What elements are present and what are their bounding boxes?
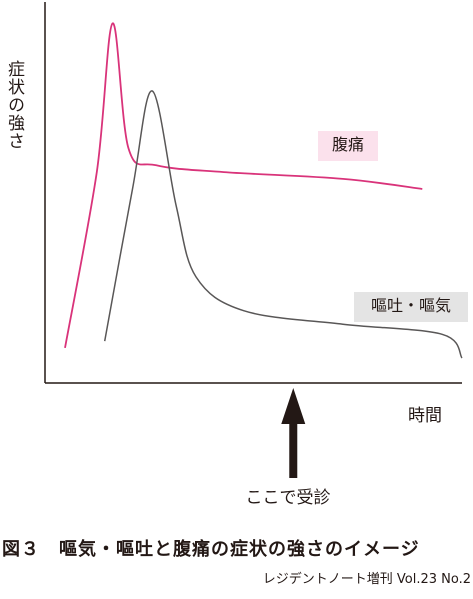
source-citation: レジデントノート増刊 Vol.23 No.2 xyxy=(262,572,471,587)
visit-arrow-head xyxy=(281,388,306,424)
series-label-nausea-vomiting: 嘔吐・嘔気 xyxy=(354,292,468,322)
visit-arrow-shaft xyxy=(289,420,298,478)
visit-arrow xyxy=(281,388,306,478)
series-line-abdominal-pain xyxy=(64,22,423,349)
series-label-abdominal-pain: 腹痛 xyxy=(318,131,378,161)
visit-arrow-label: ここで受診 xyxy=(245,488,331,508)
y-axis-label: 症状の強さ xyxy=(4,60,24,150)
x-axis-label: 時間 xyxy=(408,406,442,426)
figure-caption: 図３ 嘔気・嘔吐と腹痛の症状の強さのイメージ xyxy=(2,539,420,560)
series-line-nausea-vomiting xyxy=(103,90,463,359)
